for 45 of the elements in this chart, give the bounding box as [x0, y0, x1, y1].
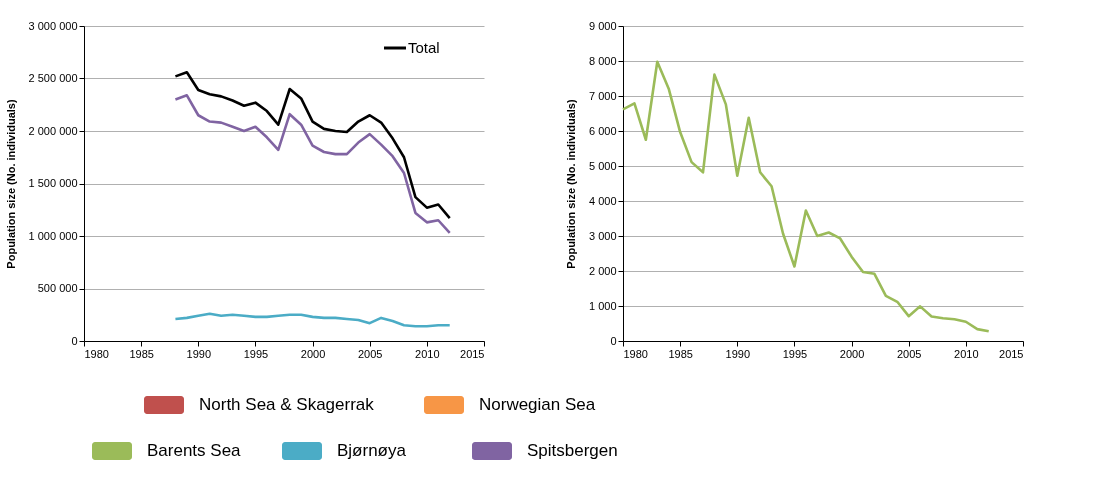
- y-tick-label: 2 000: [588, 264, 617, 277]
- x-tick-label: 1990: [186, 347, 212, 360]
- y-tick-label: 5 000: [588, 159, 617, 172]
- y-tick-label: 3 000 000: [28, 19, 78, 32]
- line-series: [174, 94, 452, 235]
- y-tick-label: 3 000: [588, 229, 617, 242]
- y-tick-label: 1 000 000: [28, 229, 78, 242]
- x-tick-label: 1995: [782, 347, 808, 360]
- x-tick-label: 2010: [954, 347, 979, 360]
- y-tick-label: 0: [610, 334, 617, 347]
- y-tick-label: 2 500 000: [28, 72, 78, 84]
- x-tick-label: 2015: [999, 347, 1024, 360]
- category-label: Spitsbergen: [527, 441, 618, 460]
- legend-label: Total: [408, 39, 440, 56]
- y-tick-label: 4 000: [588, 194, 617, 207]
- x-tick-label: 1990: [725, 347, 751, 360]
- y-tick-label: 2 000 000: [28, 124, 78, 137]
- category-label: North Sea & Skagerrak: [199, 395, 375, 414]
- x-tick-label: 1980: [84, 347, 109, 360]
- y-tick-label: 7 000: [588, 89, 617, 102]
- y-tick-label: 9 000: [588, 19, 617, 32]
- x-tick-label: 2005: [896, 347, 922, 360]
- y-tick-label: 500 000: [37, 282, 78, 294]
- x-tick-label: 2005: [357, 347, 383, 360]
- x-tick-label: 1985: [129, 347, 154, 360]
- x-tick-label: 2015: [460, 347, 485, 360]
- x-tick-label: 1995: [243, 347, 269, 360]
- y-axis-title: Population size (No. individuals): [4, 99, 17, 269]
- category-label: Bjørnøya: [337, 441, 407, 460]
- y-axis-title: Population size (No. individuals): [564, 99, 577, 269]
- x-tick-label: 1985: [668, 347, 693, 360]
- y-tick-label: 8 000: [588, 54, 617, 67]
- x-tick-label: 2010: [415, 347, 440, 360]
- y-tick-label: 1 500 000: [28, 177, 78, 189]
- x-tick-label: 2000: [839, 347, 865, 360]
- line-series: [174, 70, 452, 220]
- line-series: [174, 312, 452, 328]
- y-tick-label: 6 000: [588, 124, 617, 137]
- line-series: [621, 60, 991, 333]
- y-tick-label: 1 000: [588, 299, 617, 312]
- x-tick-label: 1980: [623, 347, 648, 360]
- category-label: Norwegian Sea: [479, 395, 596, 414]
- category-label: Barents Sea: [147, 441, 242, 460]
- y-tick-label: 0: [71, 334, 78, 347]
- x-tick-label: 2000: [300, 347, 326, 360]
